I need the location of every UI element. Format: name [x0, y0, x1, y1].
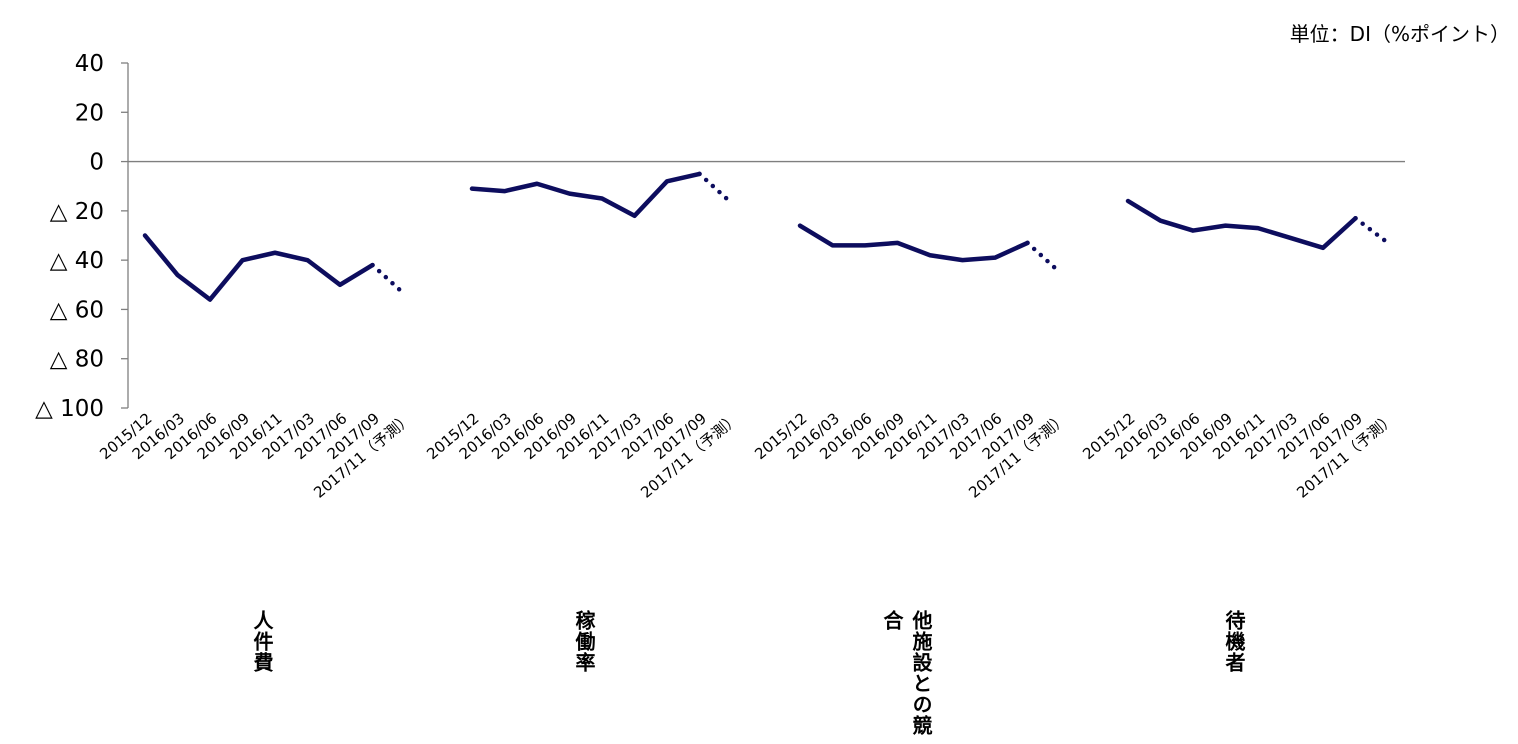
unit-label: 単位：DI（%ポイント） — [1289, 22, 1510, 46]
series-forecast-line — [1025, 240, 1063, 275]
y-tick-label: 40 — [75, 51, 104, 77]
y-tick-label: 20 — [75, 100, 104, 126]
axes: 40 20 0 △ 20 △ 40 △ 60 △ 80 △ 100 — [35, 51, 1405, 422]
series-forecast-line — [1353, 216, 1391, 246]
series-name-label: 人件費 — [250, 610, 274, 673]
series-line — [469, 171, 702, 219]
y-tick-label: △ 20 — [50, 199, 104, 225]
tick-layer: 2015/122016/032016/062016/092016/112017/… — [96, 409, 1398, 501]
y-tick-label: △ 80 — [50, 347, 104, 373]
series-forecast-line — [370, 262, 408, 297]
y-tick-label: 0 — [89, 150, 104, 176]
series-line — [142, 233, 375, 302]
y-tick-label: △ 100 — [35, 396, 104, 422]
series-forecast-line — [697, 171, 735, 206]
series-name-label: 待機者 — [1222, 610, 1246, 673]
series-line — [1125, 198, 1358, 251]
y-tick-label: △ 40 — [50, 248, 104, 274]
series-name-label: 他施設との競合 — [880, 610, 933, 736]
series-line — [797, 223, 1030, 263]
series-layer — [142, 171, 1391, 302]
y-tick-label: △ 60 — [50, 297, 104, 323]
series-name-label: 稼働率 — [572, 610, 596, 673]
